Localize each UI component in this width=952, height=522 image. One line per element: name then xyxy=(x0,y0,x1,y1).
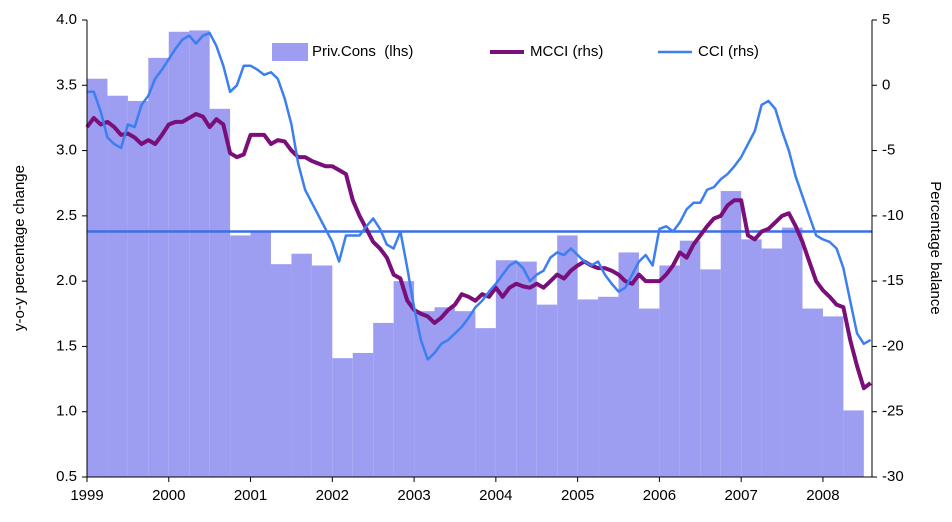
bar xyxy=(454,311,476,477)
legend-label: MCCI (rhs) xyxy=(530,43,603,60)
line-series xyxy=(87,31,872,361)
y-axis-title: y-o-y percentage change xyxy=(11,165,28,331)
bar xyxy=(782,227,803,477)
legend-swatch xyxy=(272,43,308,61)
bar xyxy=(598,296,619,477)
bar xyxy=(352,352,374,477)
bar xyxy=(250,231,271,477)
y-tick-label: 1.0 xyxy=(56,403,77,420)
y-tick-label: 3.0 xyxy=(56,142,77,159)
bar xyxy=(761,248,783,477)
y-tick-label: 2.0 xyxy=(56,272,77,289)
legend-label: Priv.Cons (lhs) xyxy=(312,43,413,60)
bar xyxy=(679,240,701,477)
bar xyxy=(291,253,312,477)
x-tick-label: 2003 xyxy=(397,487,430,504)
y-tick-label: 1.5 xyxy=(56,337,77,354)
bar xyxy=(332,358,353,477)
bar xyxy=(393,281,415,477)
y2-tick-label: 0 xyxy=(882,76,890,93)
x-tick-label: 1999 xyxy=(70,487,103,504)
bar xyxy=(720,191,742,477)
bar xyxy=(802,308,823,477)
line-series xyxy=(85,112,872,391)
y2-tick-label: -15 xyxy=(882,272,904,289)
y-tick-label: 0.5 xyxy=(56,468,77,485)
bar xyxy=(311,265,333,477)
bar xyxy=(618,252,639,477)
bar xyxy=(843,410,864,477)
x-tick-label: 2001 xyxy=(234,487,267,504)
bar xyxy=(414,311,435,477)
bar xyxy=(536,304,558,477)
x-tick-label: 2002 xyxy=(316,487,349,504)
y-tick-label: 3.5 xyxy=(56,76,77,93)
y2-tick-label: -30 xyxy=(882,468,904,485)
bar xyxy=(495,260,517,477)
x-tick-label: 2000 xyxy=(152,487,185,504)
y2-tick-label: 5 xyxy=(882,11,890,28)
bar xyxy=(516,261,537,477)
bar xyxy=(209,108,231,477)
y2-tick-label: -25 xyxy=(882,403,904,420)
bar xyxy=(373,322,394,477)
bar xyxy=(230,235,251,477)
x-tick-label: 2008 xyxy=(806,487,839,504)
y-tick-label: 4.0 xyxy=(56,11,77,28)
bar xyxy=(148,57,169,477)
bar xyxy=(700,269,721,477)
bar xyxy=(741,239,762,477)
bar xyxy=(577,299,599,477)
y2-tick-label: -20 xyxy=(882,337,904,354)
bar xyxy=(822,316,844,477)
bar xyxy=(127,100,149,477)
y-tick-label: 2.5 xyxy=(56,207,77,224)
bar xyxy=(557,235,578,477)
bar xyxy=(638,308,660,477)
bar xyxy=(107,95,128,477)
bar xyxy=(434,307,455,477)
y2-tick-label: -10 xyxy=(882,207,904,224)
x-tick-label: 2007 xyxy=(724,487,757,504)
x-tick-label: 2005 xyxy=(561,487,594,504)
bar xyxy=(189,30,210,478)
bar xyxy=(168,31,190,477)
bar xyxy=(475,328,496,477)
x-tick-label: 2004 xyxy=(479,487,512,504)
y2-tick-label: -5 xyxy=(882,142,895,159)
y2-axis-title: Percentage balance xyxy=(927,181,944,314)
bar xyxy=(87,78,108,477)
bar xyxy=(659,265,680,477)
legend-label: CCI (rhs) xyxy=(698,43,759,60)
bar xyxy=(270,264,292,477)
x-tick-label: 2006 xyxy=(643,487,676,504)
